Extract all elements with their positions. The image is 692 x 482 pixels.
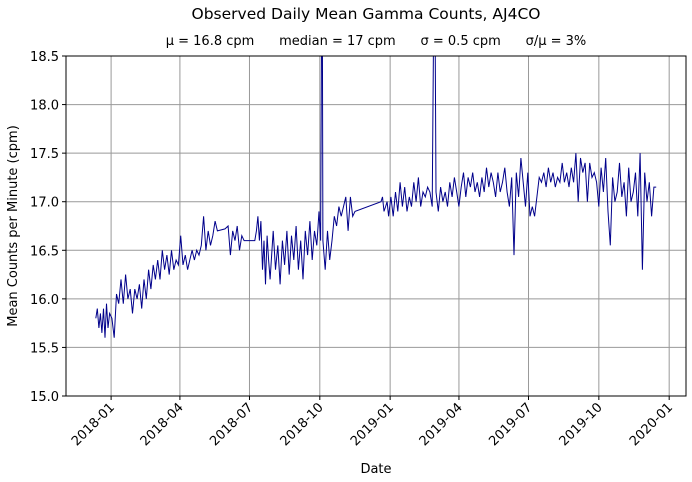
- x-axis-label: Date: [360, 462, 391, 477]
- plot-frame: [65, 55, 687, 397]
- x-tick-label: 2019-01: [348, 400, 397, 449]
- y-tick-label: 16.5: [30, 244, 59, 259]
- x-tick-label: 2018-07: [207, 400, 256, 449]
- y-tick-label: 16.0: [30, 293, 59, 308]
- x-tick-label: 2019-07: [486, 400, 535, 449]
- y-tick-label: 17.5: [30, 147, 59, 162]
- y-tick-label: 17.0: [30, 196, 59, 211]
- x-tick-label: 2018-01: [69, 400, 118, 449]
- grid: [66, 55, 686, 397]
- x-tick-label: 2019-04: [417, 400, 466, 449]
- x-tick-label: 2018-04: [138, 400, 187, 449]
- y-axis-label: Mean Counts per Minute (cpm): [6, 125, 21, 327]
- chart-title: Observed Daily Mean Gamma Counts, AJ4CO: [192, 5, 541, 23]
- x-axis: 2018-01 2018-04 2018-07 2018-10 2019-01 2019-…: [69, 396, 676, 449]
- y-tick-label: 15.5: [30, 341, 59, 356]
- x-tick-label: 2020-01: [627, 400, 676, 449]
- x-tick-label: 2018-10: [278, 400, 327, 449]
- series-line: [95, 56, 657, 338]
- chart-subtitle: μ = 16.8 cpm median = 17 cpm σ = 0.5 cpm…: [166, 34, 587, 49]
- y-tick-label: 15.0: [30, 390, 59, 405]
- y-tick-label: 18.5: [30, 50, 59, 65]
- x-tick-label: 2019-10: [557, 400, 606, 449]
- y-axis: 15.0 15.5 16.0 16.5 17.0 17.5 18.0 18.5: [30, 50, 66, 405]
- y-tick-label: 18.0: [30, 99, 59, 114]
